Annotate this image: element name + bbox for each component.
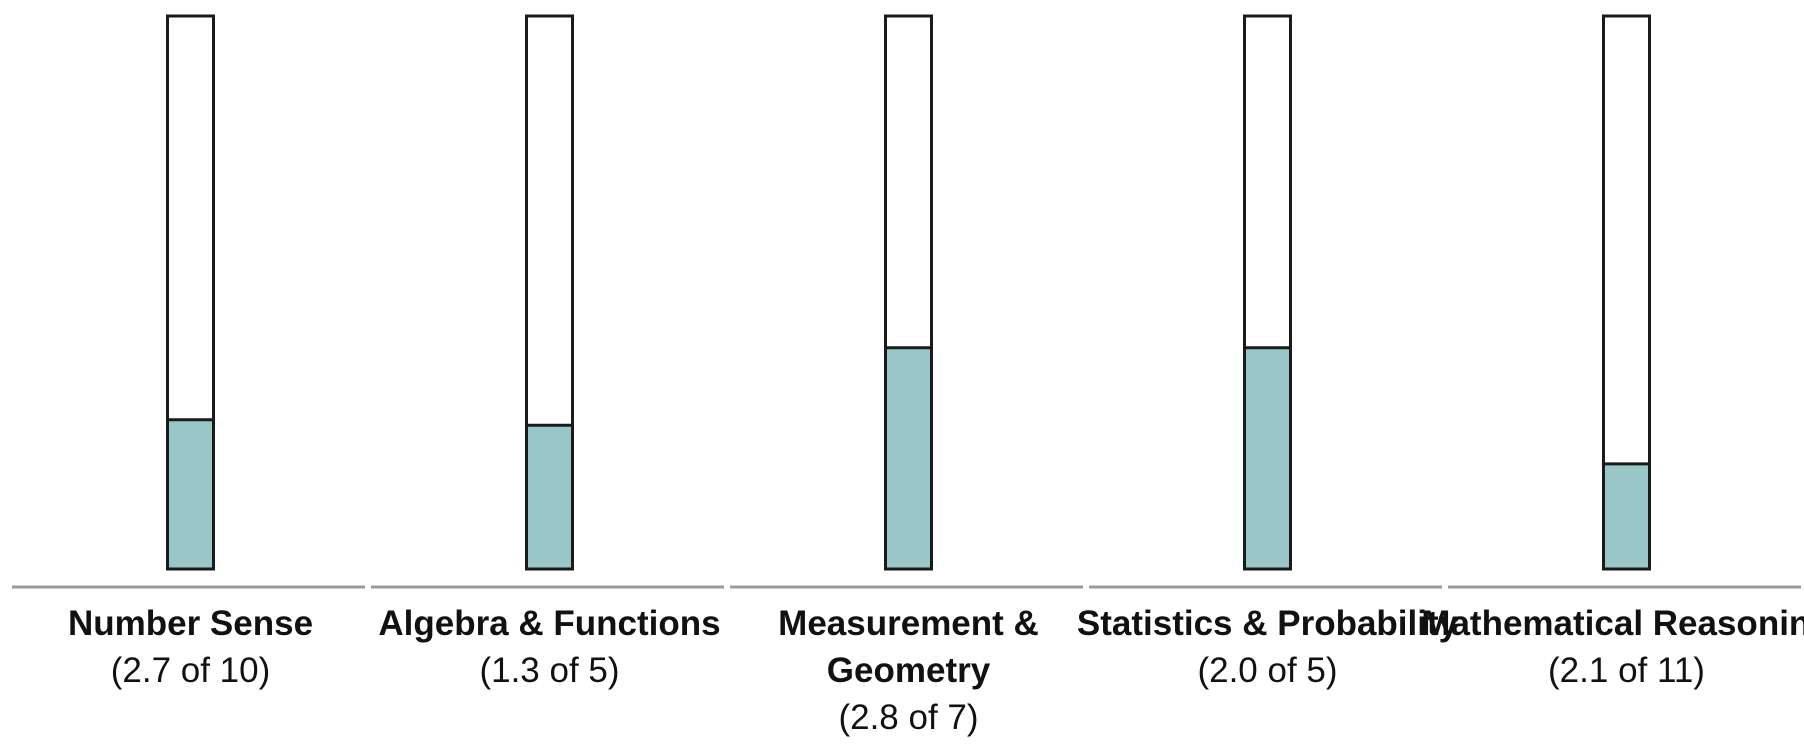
category-label-measurement-geometry-line-2: Geometry <box>827 651 991 690</box>
score-label-number-sense: (2.7 of 10) <box>111 651 271 690</box>
category-label-number-sense: Number Sense <box>68 604 313 643</box>
score-label-mathematical-reasoning: (2.1 of 11) <box>1548 651 1705 690</box>
bar-outline-measurement-geometry <box>884 14 933 571</box>
score-label-algebra-functions: (1.3 of 5) <box>479 651 619 690</box>
category-label-measurement-geometry-line-1: Measurement & <box>778 604 1039 643</box>
labels-group: Number Sense (2.7 of 10) Algebra & Functio… <box>68 604 1804 737</box>
category-label-statistics-probability: Statistics & Probability <box>1077 604 1459 643</box>
bar-fill-number-sense <box>167 419 214 569</box>
score-label-measurement-geometry: (2.8 of 7) <box>838 698 978 737</box>
bar-fill-statistics-probability <box>1244 347 1291 569</box>
bar-outline-statistics-probability <box>1243 14 1292 571</box>
bar-outline-algebra-functions <box>525 14 574 571</box>
score-label-statistics-probability: (2.0 of 5) <box>1197 651 1337 690</box>
bar-fill-algebra-functions <box>526 425 573 569</box>
bar-outline-mathematical-reasoning <box>1602 14 1651 571</box>
category-label-mathematical-reasoning: Mathematical Reasoning <box>1421 604 1804 643</box>
category-label-algebra-functions: Algebra & Functions <box>378 604 720 643</box>
bars-group <box>166 14 1651 571</box>
bar-fill-mathematical-reasoning <box>1603 463 1650 569</box>
bar-fill-measurement-geometry <box>885 347 932 569</box>
bar-outline-number-sense <box>166 14 215 571</box>
